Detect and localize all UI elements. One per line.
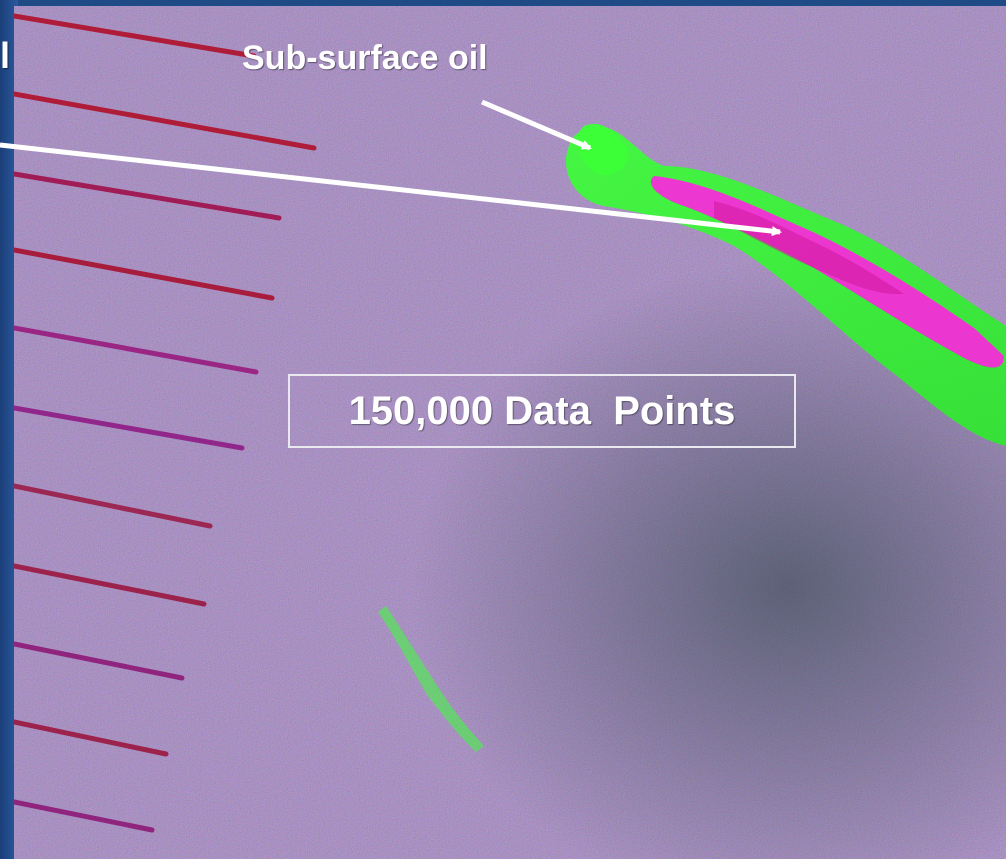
sonar-image bbox=[14, 6, 1006, 859]
subsurface-oil-label: Sub-surface oil bbox=[242, 39, 488, 77]
sonar-track-streaks bbox=[14, 13, 317, 833]
arrow-to-subsurface-oil-icon bbox=[481, 99, 592, 151]
sonar-image-canvas bbox=[14, 6, 1006, 859]
arrow-to-surface-oil-icon bbox=[0, 142, 782, 237]
data-points-label: 150,000 Data Points bbox=[348, 389, 736, 433]
oil-plume bbox=[565, 123, 1006, 446]
data-points-box: 150,000 Data Points bbox=[288, 374, 796, 448]
left-partial-label: l bbox=[0, 35, 11, 76]
green-streak bbox=[378, 606, 484, 752]
